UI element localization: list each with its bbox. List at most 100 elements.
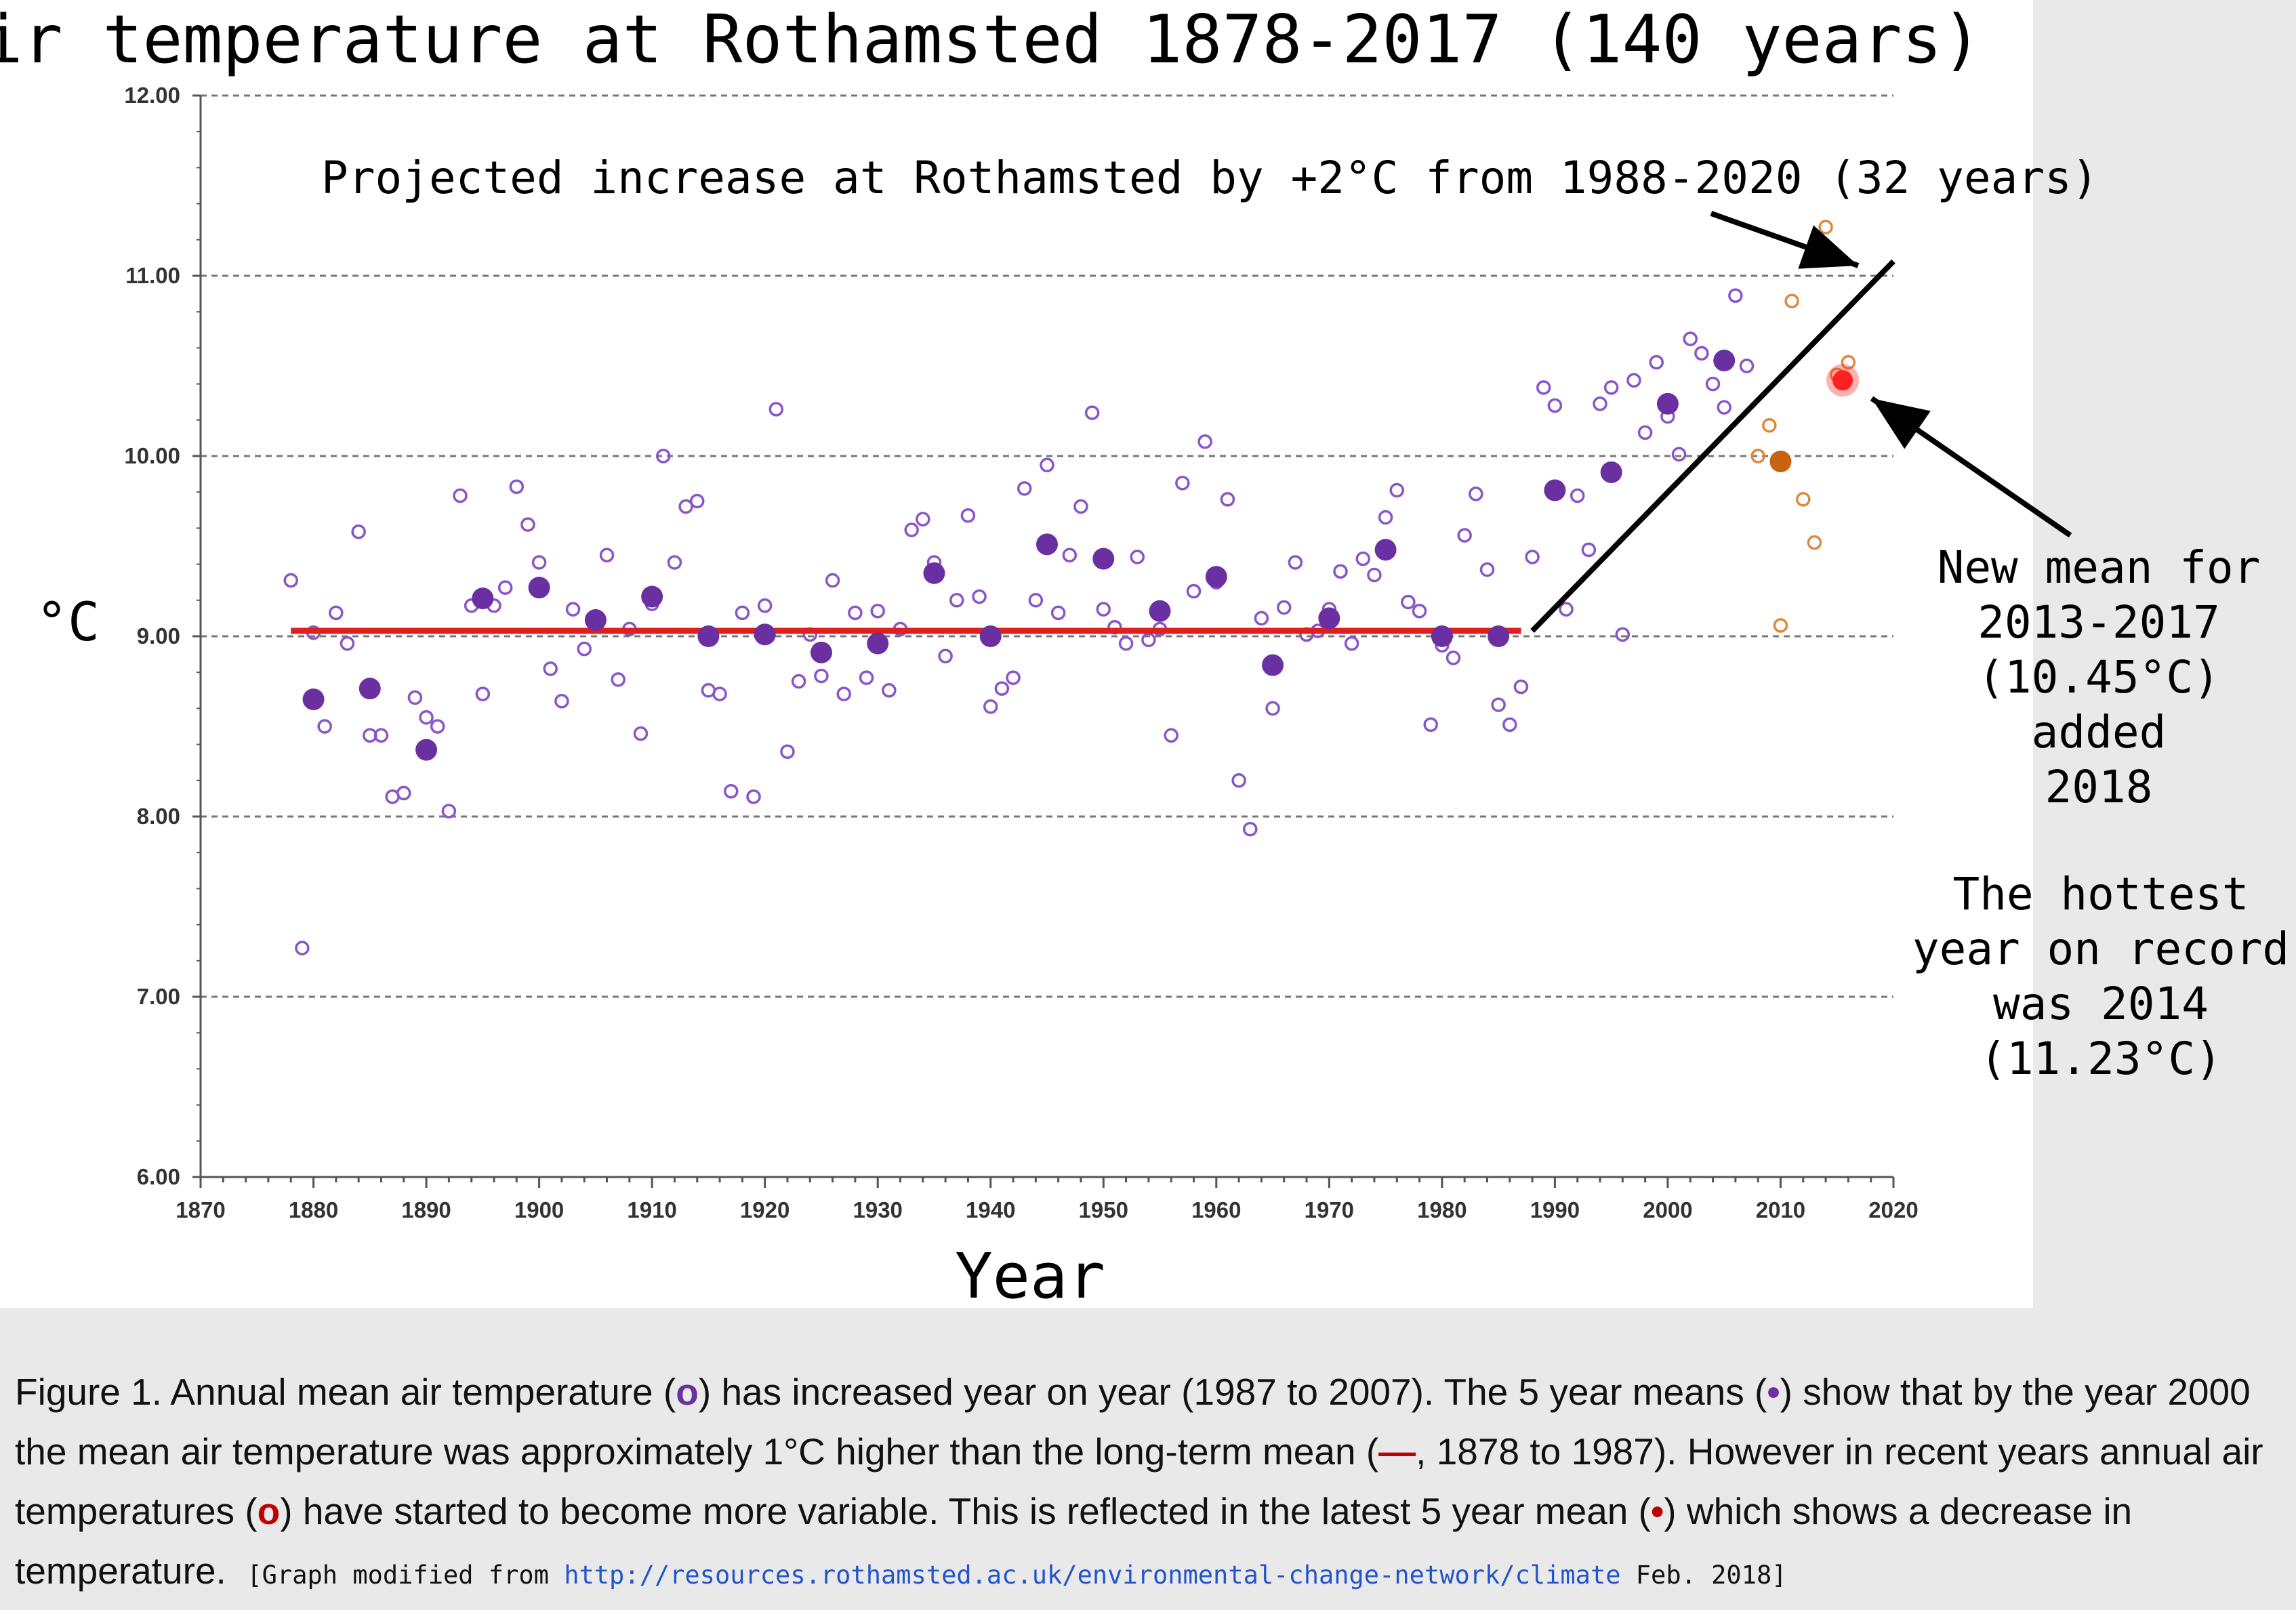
five-year-means-series [302, 350, 1860, 761]
five-year-mean-1905 [584, 609, 607, 632]
annual-point-1927 [836, 686, 851, 701]
annual-point-1918 [735, 605, 750, 621]
annual-point-1928 [848, 605, 863, 621]
annual-point-1900 [531, 555, 547, 570]
annual-point-1990 [1547, 398, 1563, 413]
recent-point-2010 [1773, 618, 1788, 633]
annual-point-1948 [1073, 499, 1088, 514]
recent-five-year-mean-2010 [1769, 450, 1792, 472]
annual-point-1946 [1050, 605, 1066, 621]
annual-point-1878 [283, 573, 298, 588]
figure-caption: Figure 1. Annual mean air temperature (o… [15, 1362, 2278, 1605]
annual-point-1940 [983, 699, 998, 714]
five-year-mean-1995 [1600, 461, 1622, 483]
annual-point-1950 [1096, 602, 1111, 617]
annual-point-1897 [497, 580, 513, 595]
hottest-line-4: (11.23°C) [1980, 1033, 2222, 1085]
hottest-line-3: was 2014 [1993, 978, 2209, 1030]
x-tick-label-1920: 1920 [740, 1197, 790, 1222]
annual-point-1977 [1401, 594, 1416, 610]
annual-point-1912 [667, 555, 682, 570]
new-mean-line-4: added [2032, 706, 2167, 758]
annual-point-1956 [1164, 728, 1178, 743]
annual-point-1929 [859, 670, 874, 685]
five-year-mean-1985 [1488, 625, 1510, 647]
five-year-mean-1965 [1262, 654, 1284, 676]
annual-point-1971 [1333, 564, 1348, 579]
annual-point-1884 [351, 524, 366, 539]
five-year-mean-1915 [697, 625, 720, 647]
annual-point-1933 [904, 522, 919, 537]
annual-point-1889 [407, 690, 423, 705]
annual-point-1974 [1367, 567, 1382, 583]
annual-point-1984 [1479, 562, 1495, 577]
x-tick-label-2020: 2020 [1868, 1197, 1918, 1222]
annual-point-1985 [1491, 697, 1506, 712]
caption-text-6: ) which shows a decrease in temperature. [15, 1490, 2133, 1592]
annual-point-1937 [949, 593, 964, 608]
y-tick-label-7.00: 7.00 [137, 984, 180, 1009]
y-tick-label-8.00: 8.00 [137, 804, 180, 829]
new-mean-arrow-head [1872, 398, 1931, 449]
recent-point-2013 [1807, 535, 1822, 550]
mean-lines [291, 259, 1895, 634]
x-tick-label-1940: 1940 [966, 1197, 1015, 1222]
annual-point-1921 [768, 402, 784, 417]
annual-point-1907 [611, 672, 626, 687]
annual-point-1959 [1197, 434, 1212, 449]
five-year-mean-1930 [867, 632, 889, 655]
source-prefix: [Graph modified from [247, 1561, 565, 1590]
recent-point-2012 [1796, 492, 1811, 507]
source-link[interactable]: http://resources.rothamsted.ac.uk/enviro… [564, 1561, 1621, 1590]
recent-point-2016 [1841, 354, 1856, 370]
x-tick-labels: 1870 1880 1890 1900 1910 1920 1930 1940 1950 1960… [176, 1197, 1918, 1222]
annual-point-1989 [1536, 380, 1551, 395]
annual-point-1898 [509, 479, 525, 494]
annual-point-1888 [396, 785, 411, 801]
annual-point-1917 [723, 784, 739, 799]
annual-point-1903 [565, 602, 581, 617]
annual-point-1983 [1469, 487, 1483, 501]
five-year-mean-2005 [1713, 350, 1736, 372]
annual-point-2002 [1683, 331, 1698, 346]
annual-means-series [283, 288, 1755, 955]
recent-point-2009 [1762, 418, 1777, 433]
new-mean-line-3: (10.45°C) [1977, 651, 2220, 703]
five-year-mean-1880 [302, 688, 325, 711]
annual-point-2007 [1739, 358, 1755, 373]
annual-point-1931 [882, 683, 897, 698]
annotation-arrows [1710, 211, 2072, 538]
annual-point-1920 [757, 598, 773, 613]
x-axis-label: Year [955, 1240, 1105, 1308]
new-mean-line-1: New mean for [1938, 541, 2261, 594]
annual-point-1979 [1423, 717, 1438, 732]
annual-point-1916 [712, 686, 727, 701]
annual-point-1925 [814, 668, 829, 684]
annual-point-1914 [689, 493, 705, 509]
annual-point-1957 [1175, 476, 1190, 491]
annual-point-1901 [543, 661, 558, 676]
annual-point-1976 [1389, 482, 1405, 498]
annual-point-1919 [746, 789, 761, 804]
annual-point-1944 [1028, 593, 1044, 608]
annual-point-1942 [1006, 670, 1021, 685]
annual-point-1939 [972, 589, 987, 604]
five-year-mean-1890 [415, 739, 438, 761]
chart-title: Air temperature at Rothamsted 1878-2017 … [0, 1, 1982, 79]
x-tick-label-1880: 1880 [289, 1197, 338, 1222]
x-tick-label-1930: 1930 [853, 1197, 902, 1222]
five-year-mean-1895 [472, 587, 494, 610]
new-mean-line-5: 2018 [2045, 761, 2153, 813]
caption-text-2: ) has increased year on year (1987 to 20… [698, 1371, 1767, 1413]
y-tick-label-10.00: 10.00 [124, 443, 180, 468]
annual-point-1958 [1186, 583, 1202, 599]
annual-point-1890 [419, 709, 434, 725]
x-tick-label-2000: 2000 [1643, 1197, 1692, 1222]
annual-point-1902 [554, 694, 569, 709]
annual-point-1909 [633, 726, 649, 741]
annual-point-1981 [1446, 651, 1461, 665]
annual-point-1994 [1593, 396, 1607, 411]
annual-point-1965 [1265, 701, 1280, 716]
five-year-mean-1955 [1149, 600, 1171, 622]
annual-point-1993 [1581, 542, 1597, 558]
